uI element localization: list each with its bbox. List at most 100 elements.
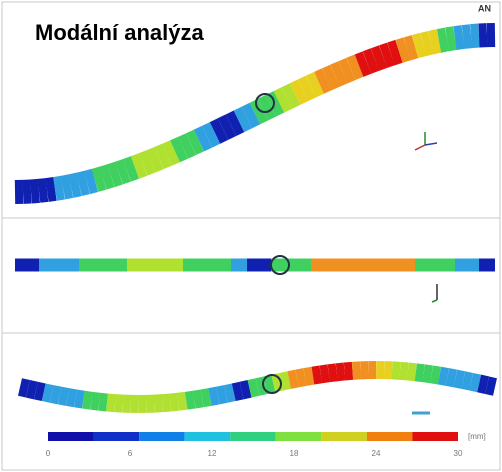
beam-segment [438,366,450,386]
beam-segment [370,45,388,71]
legend-tick-label: 24 [372,449,381,458]
legend-swatch [230,432,276,441]
beam-segment [279,371,292,391]
beam-segment [49,385,62,405]
beam-segment [90,391,101,411]
beam-segment [422,364,433,384]
legend-swatch [184,432,231,441]
axis-z [414,144,426,151]
beam-segment [420,30,434,57]
legend-swatch [93,432,140,441]
beam-segment [354,51,372,77]
beam-segment [303,366,315,386]
beam-segment [311,365,323,385]
beam-segment [122,156,140,182]
beam-segment [249,98,269,125]
beam-segment [178,133,196,159]
beam-segment [430,365,441,385]
legend-swatch [366,432,413,441]
beam-segment [314,68,332,94]
beam-segment [281,83,301,109]
beam-segment [379,42,395,69]
beam-segment [74,389,85,409]
axis-y [431,299,438,303]
beam-segment [223,383,236,403]
beam-segment [263,374,276,395]
beam-segment [257,94,277,121]
beam-segment [289,79,309,105]
legend-swatch [275,432,322,441]
beam-segment [265,90,285,117]
beam-segment [170,136,188,163]
legend-swatch [412,432,458,441]
beam-segment [200,388,212,408]
beam-segment [18,378,30,398]
beam-segment [327,363,338,383]
beam-segment [387,39,403,66]
beam-segment [106,393,116,413]
beam-segment [322,64,340,91]
legend-swatch [48,432,94,441]
beam-segment [335,362,346,382]
beam-segment [287,369,299,389]
beam-segment [76,170,90,197]
color-legend: 0 6 12 18 24 30 [46,432,463,458]
beam-segment [485,376,497,396]
beam-segment [428,29,442,55]
beam-segment [185,129,205,156]
joint [255,93,275,113]
beam-segment [445,368,458,388]
beam-segment [273,87,293,113]
beam-segment [362,48,380,74]
beam-segment [25,379,38,400]
beam-segment [37,178,49,203]
beam-segment [169,392,180,412]
beam-segment [209,118,229,144]
beam-segment [231,381,244,402]
beam-segment [469,372,482,393]
legend-tick-label: 12 [208,449,217,458]
beam-segment [161,393,172,413]
beam-segment [305,71,325,98]
joint [270,255,290,275]
beam-segment [319,364,331,384]
beam-segment [99,164,115,190]
beam-segment [453,25,465,50]
beam-segment [53,175,65,201]
beam-segment [83,168,99,195]
beam-segment [208,386,220,406]
beam-segment [57,386,70,406]
beam-segment [343,361,354,381]
beam-segment [436,27,450,53]
beam-segment [184,390,196,410]
beam-segment [233,106,253,133]
beam-segment [295,368,307,388]
legend-swatch [321,432,367,441]
beam-segment [330,61,348,87]
beam-segment [477,374,490,395]
beam-segment [461,24,473,49]
beam-segment [395,37,411,63]
beam-segment [107,161,123,188]
beam-segment [98,392,108,412]
beam-segment [193,125,213,152]
beam-segment [414,363,425,383]
beams [14,23,497,413]
beam-segment [217,114,237,140]
beam-segment [470,23,480,49]
beam-segment [138,150,156,176]
beam-segment [91,166,107,192]
logo: AN [478,3,491,13]
beam-segment [338,57,356,84]
beam-segment [192,389,204,409]
beam-segment [41,383,54,403]
beam-segment [239,379,252,400]
beam-segment [241,102,261,129]
beam-segment [146,146,164,173]
joint [262,374,282,394]
legend-tick-label: 18 [290,449,299,458]
beam-segment [65,388,77,408]
beam-segment [225,110,245,137]
beam-segment [130,153,148,179]
axis-triad [412,132,438,415]
